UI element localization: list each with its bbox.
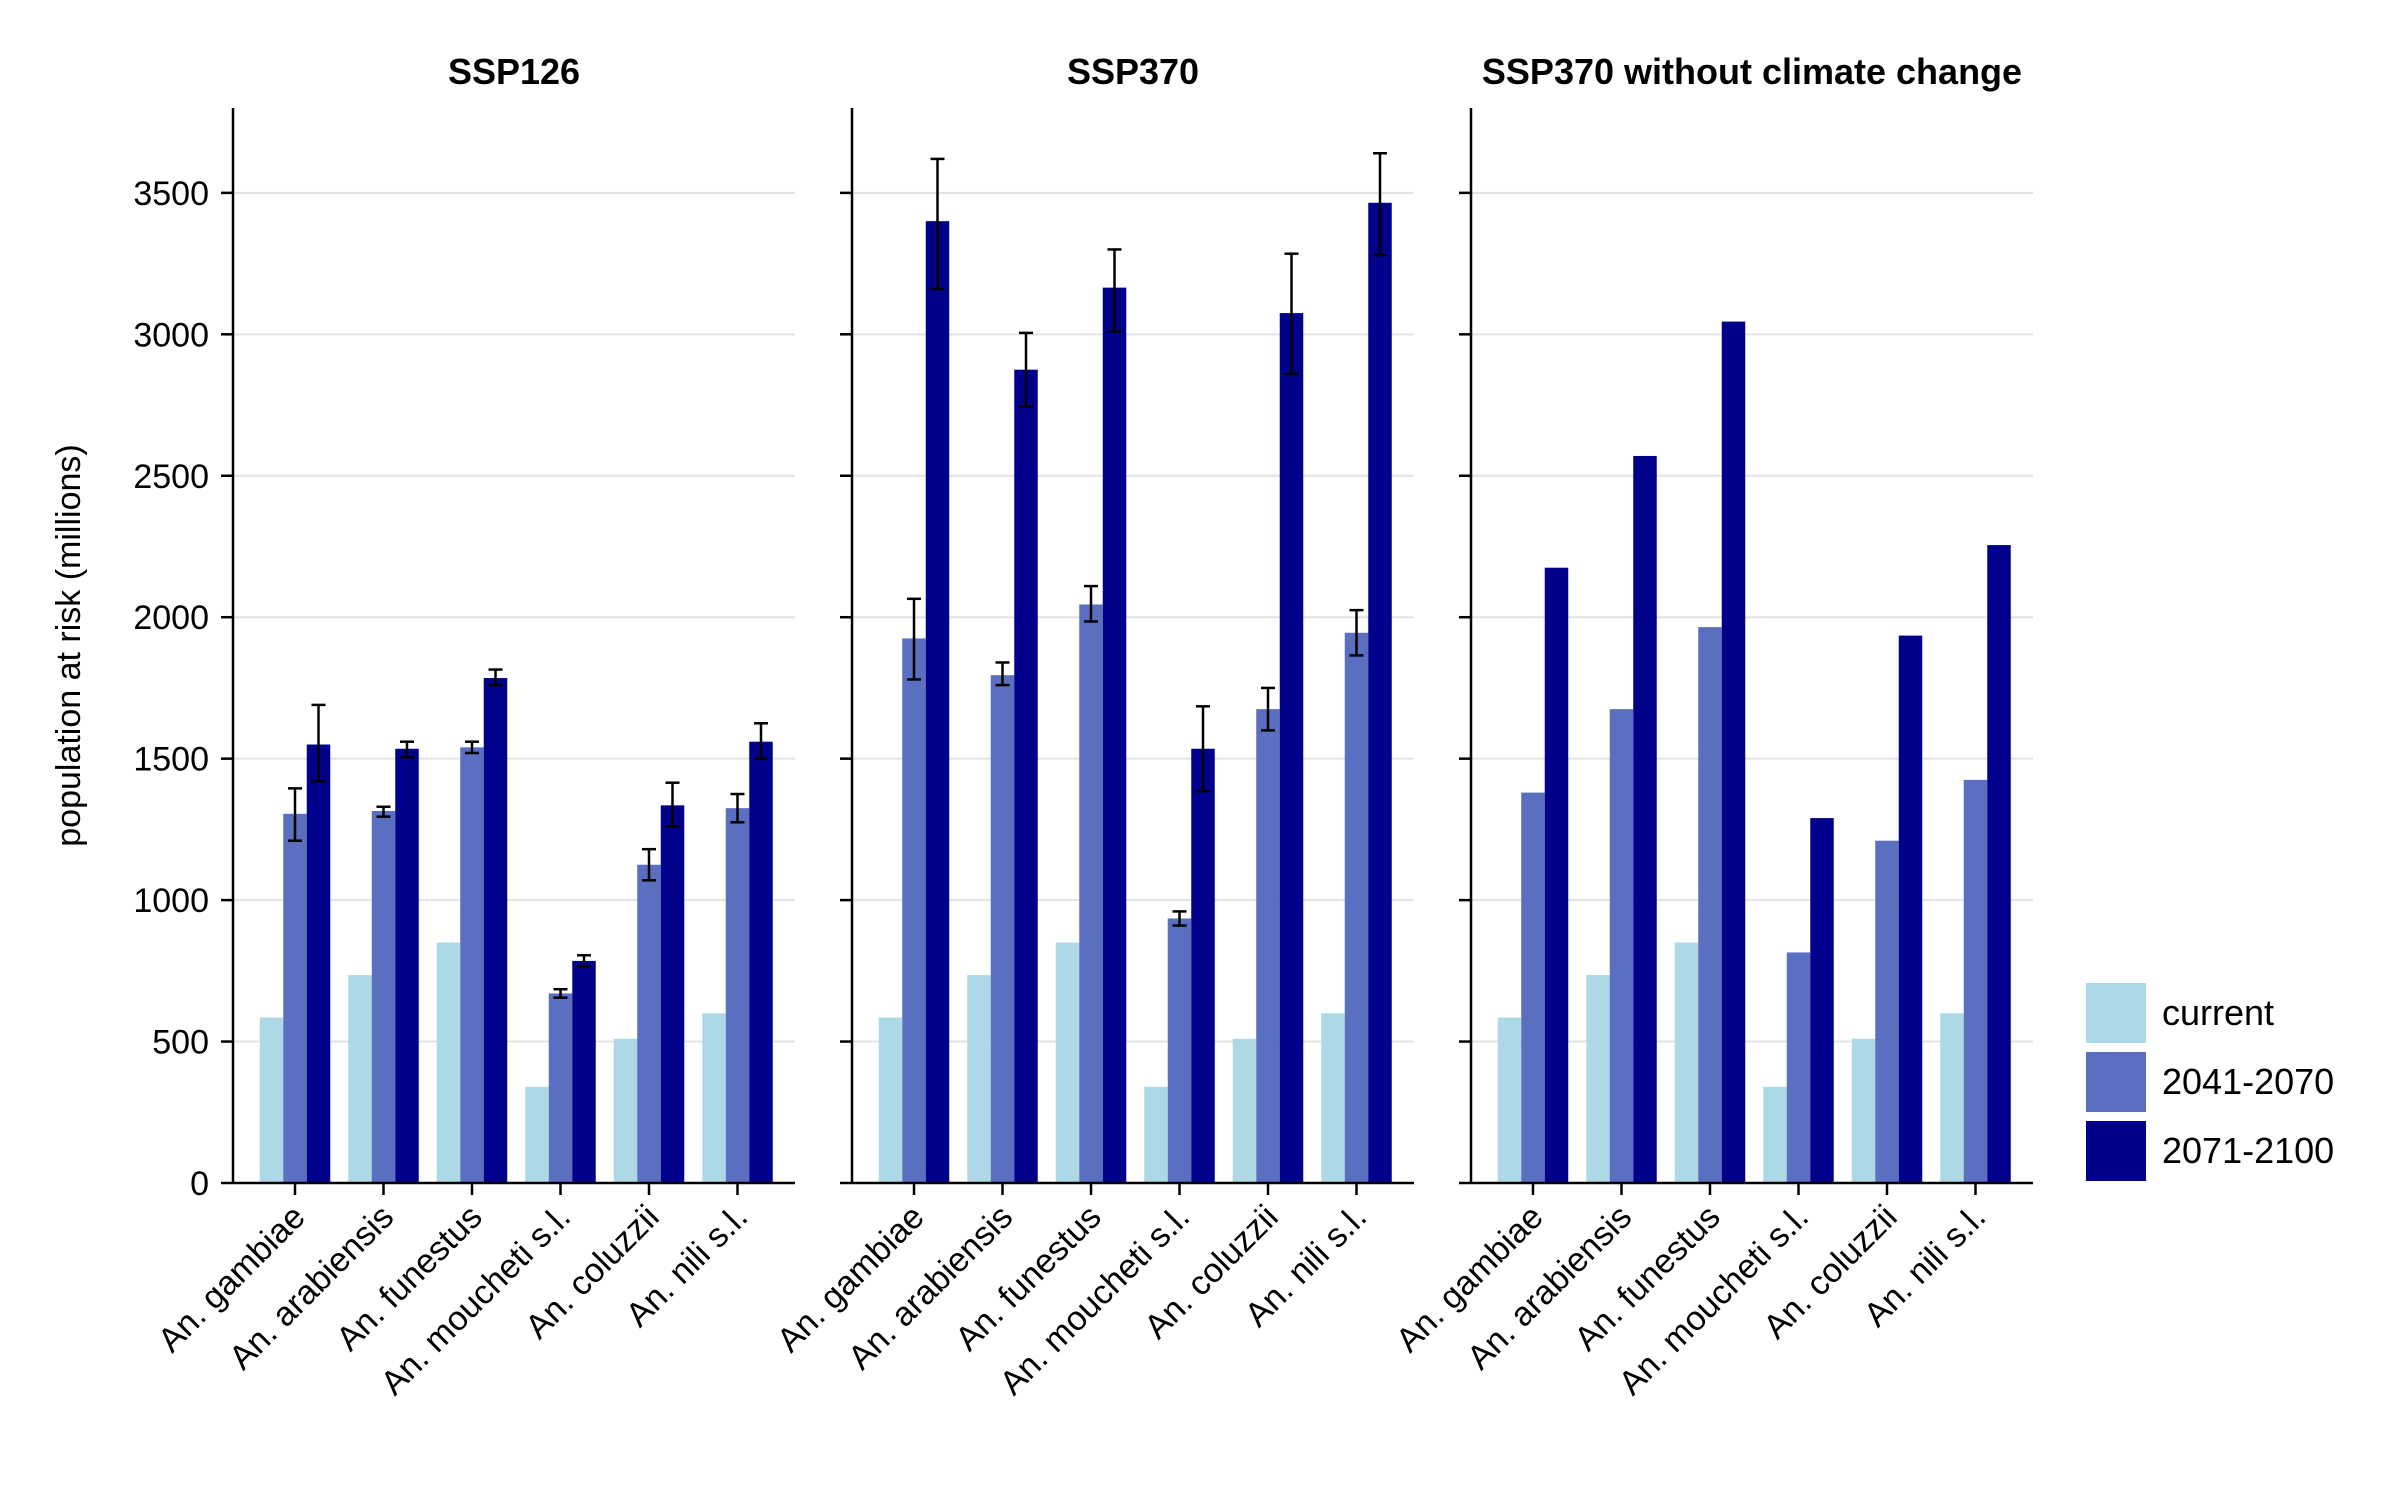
bar <box>660 805 685 1183</box>
legend-item: current <box>2086 983 2274 1043</box>
bar <box>1544 567 1569 1183</box>
bar <box>1674 942 1699 1183</box>
bar <box>1055 942 1080 1183</box>
legend: current 2041-2070 2071-2100 <box>2086 983 2334 1181</box>
bar <box>348 975 372 1183</box>
bar <box>1940 1013 1964 1183</box>
y-tick-label: 2000 <box>133 599 209 637</box>
bar <box>1279 313 1304 1183</box>
bar <box>1497 1017 1522 1183</box>
bar <box>1368 202 1392 1184</box>
bar <box>925 221 950 1183</box>
bar <box>259 1017 284 1183</box>
y-tick-label: 500 <box>152 1024 209 1062</box>
bar <box>1079 604 1103 1183</box>
bar <box>1344 632 1369 1183</box>
bar <box>1786 952 1811 1183</box>
bar <box>460 747 484 1183</box>
bar <box>1763 1086 1787 1183</box>
bar <box>483 678 508 1183</box>
bar <box>878 1017 903 1183</box>
legend-item: 2041-2070 <box>2086 1052 2334 1112</box>
legend-swatch <box>2086 1121 2146 1181</box>
legend-swatch <box>2086 1052 2146 1112</box>
y-tick-label: 1500 <box>133 741 209 779</box>
bar <box>436 942 461 1183</box>
bar <box>1609 709 1634 1183</box>
y-tick-label: 3000 <box>133 316 209 354</box>
y-tick-label: 1000 <box>133 882 209 920</box>
y-tick-label: 2500 <box>133 458 209 496</box>
panel-title: SSP370 without climate change <box>1482 51 2022 92</box>
bar <box>1698 627 1722 1183</box>
bar <box>1586 975 1610 1183</box>
bar <box>395 748 419 1183</box>
y-tick-label: 0 <box>190 1165 209 1203</box>
bar <box>572 960 596 1183</box>
y-axis-label: population at risk (millions) <box>50 444 88 847</box>
bar <box>1721 321 1746 1183</box>
bar <box>306 744 331 1183</box>
bar <box>1014 369 1038 1184</box>
bar <box>990 675 1015 1183</box>
y-tick-label: 3500 <box>133 175 209 213</box>
bar <box>967 975 991 1183</box>
legend-label: 2071-2100 <box>2162 1130 2334 1171</box>
bar <box>1633 455 1657 1183</box>
bar <box>613 1038 638 1183</box>
legend-swatch <box>2086 983 2146 1043</box>
panel-title: SSP370 <box>1067 51 1199 92</box>
bar <box>637 864 661 1183</box>
bar <box>1521 792 1545 1183</box>
panel-title: SSP126 <box>448 51 580 92</box>
bar <box>902 638 926 1183</box>
bar <box>702 1013 726 1183</box>
bar <box>548 993 573 1183</box>
bar <box>1898 635 1923 1183</box>
bar <box>1256 709 1280 1183</box>
bar <box>1321 1013 1345 1183</box>
bar <box>1810 818 1834 1183</box>
bar <box>1191 748 1215 1183</box>
bar <box>725 808 750 1183</box>
bar <box>1232 1038 1257 1183</box>
bar <box>371 810 396 1183</box>
bar <box>1102 287 1127 1183</box>
bar <box>283 813 307 1183</box>
bar <box>1144 1086 1168 1183</box>
bar <box>749 741 773 1183</box>
bar <box>1167 918 1192 1183</box>
bar <box>1851 1038 1876 1183</box>
bar <box>525 1086 549 1183</box>
bar <box>1963 779 1988 1183</box>
legend-label: 2041-2070 <box>2162 1061 2334 1102</box>
legend-item: 2071-2100 <box>2086 1121 2334 1181</box>
bar <box>1875 840 1899 1183</box>
legend-label: current <box>2162 992 2274 1033</box>
bar <box>1987 545 2011 1183</box>
